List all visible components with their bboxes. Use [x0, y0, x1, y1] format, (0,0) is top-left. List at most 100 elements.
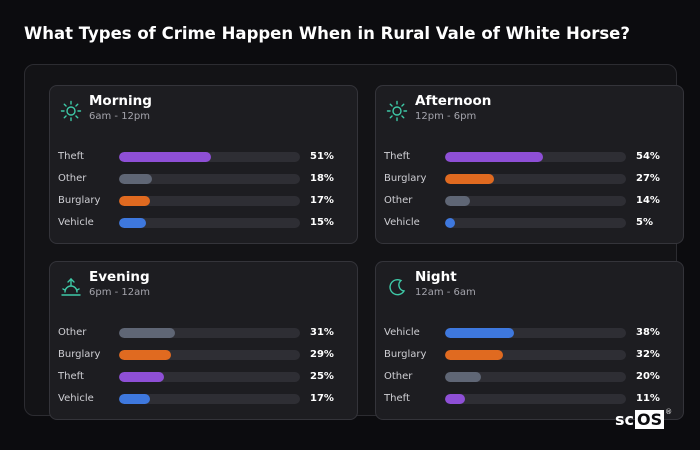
- bar-vehicle: [445, 218, 455, 228]
- bar-track: [119, 152, 300, 162]
- bar-row-evening-vehicle: Vehicle 17%: [50, 392, 359, 406]
- value-label: 54%: [636, 151, 660, 162]
- panel-evening: Evening 6pm - 12am Other 31% Burglary 29% Thef…: [49, 261, 358, 420]
- bar-track: [445, 152, 626, 162]
- panel-title-evening: Evening: [89, 269, 150, 285]
- bar-burglary: [119, 196, 150, 206]
- sun-icon: [386, 100, 408, 122]
- bar-row-evening-theft: Theft 25%: [50, 370, 359, 384]
- bar-other: [445, 372, 481, 382]
- bar-theft: [445, 152, 543, 162]
- value-label: 25%: [310, 371, 334, 382]
- value-label: 31%: [310, 327, 334, 338]
- category-label: Burglary: [384, 173, 427, 184]
- value-label: 11%: [636, 393, 660, 404]
- bar-row-afternoon-theft: Theft 54%: [376, 150, 685, 164]
- value-label: 5%: [636, 217, 653, 228]
- bar-track: [119, 174, 300, 184]
- bar-track: [119, 196, 300, 206]
- bar-track: [445, 218, 626, 228]
- category-label: Burglary: [58, 349, 101, 360]
- category-label: Theft: [384, 151, 410, 162]
- bar-row-morning-other: Other 18%: [50, 172, 359, 186]
- bar-row-night-theft: Theft 11%: [376, 392, 685, 406]
- brand-logo: sc OS ®: [615, 408, 672, 430]
- value-label: 32%: [636, 349, 660, 360]
- bar-theft: [445, 394, 465, 404]
- bar-track: [445, 394, 626, 404]
- panel-afternoon: Afternoon 12pm - 6pm Theft 54% Burglary 27% Ot…: [375, 85, 684, 244]
- bar-track: [119, 372, 300, 382]
- category-label: Burglary: [58, 195, 101, 206]
- category-label: Vehicle: [58, 393, 94, 404]
- panel-morning: Morning 6am - 12pm Theft 51% Other 18% Burglar…: [49, 85, 358, 244]
- bar-track: [445, 328, 626, 338]
- panel-title-night: Night: [415, 269, 457, 285]
- panel-title-afternoon: Afternoon: [415, 93, 492, 109]
- logo-registered-mark: ®: [665, 408, 673, 416]
- category-label: Theft: [58, 151, 84, 162]
- panel-night: Night 12am - 6am Vehicle 38% Burglary 32% Othe…: [375, 261, 684, 420]
- value-label: 15%: [310, 217, 334, 228]
- panel-subtitle-night: 12am - 6am: [415, 287, 476, 298]
- value-label: 29%: [310, 349, 334, 360]
- category-label: Theft: [58, 371, 84, 382]
- bar-row-afternoon-burglary: Burglary 27%: [376, 172, 685, 186]
- bar-track: [119, 394, 300, 404]
- bar-track: [119, 218, 300, 228]
- value-label: 17%: [310, 393, 334, 404]
- category-label: Other: [384, 195, 413, 206]
- category-label: Vehicle: [384, 217, 420, 228]
- bar-row-afternoon-vehicle: Vehicle 5%: [376, 216, 685, 230]
- moon-icon: [386, 276, 408, 298]
- category-label: Vehicle: [384, 327, 420, 338]
- bar-track: [445, 196, 626, 206]
- panel-subtitle-morning: 6am - 12pm: [89, 111, 151, 122]
- value-label: 14%: [636, 195, 660, 206]
- bar-other: [119, 174, 152, 184]
- panel-title-morning: Morning: [89, 93, 152, 109]
- bar-theft: [119, 372, 164, 382]
- bar-track: [445, 174, 626, 184]
- value-label: 20%: [636, 371, 660, 382]
- sun-icon: [60, 100, 82, 122]
- bar-other: [119, 328, 175, 338]
- category-label: Other: [58, 173, 87, 184]
- bar-row-evening-other: Other 31%: [50, 326, 359, 340]
- bar-vehicle: [119, 394, 150, 404]
- category-label: Other: [58, 327, 87, 338]
- bar-row-morning-burglary: Burglary 17%: [50, 194, 359, 208]
- bar-row-morning-vehicle: Vehicle 15%: [50, 216, 359, 230]
- bar-track: [445, 372, 626, 382]
- bar-row-night-vehicle: Vehicle 38%: [376, 326, 685, 340]
- bar-burglary: [119, 350, 171, 360]
- panel-subtitle-evening: 6pm - 12am: [89, 287, 151, 298]
- logo-text-os: OS: [635, 409, 665, 429]
- bar-row-morning-theft: Theft 51%: [50, 150, 359, 164]
- bar-burglary: [445, 350, 503, 360]
- logo-text-sc: sc: [615, 409, 635, 429]
- sunset-icon: [60, 276, 82, 298]
- page-title: What Types of Crime Happen When in Rural…: [24, 24, 630, 43]
- value-label: 18%: [310, 173, 334, 184]
- bar-burglary: [445, 174, 494, 184]
- category-label: Vehicle: [58, 217, 94, 228]
- category-label: Other: [384, 371, 413, 382]
- bar-row-evening-burglary: Burglary 29%: [50, 348, 359, 362]
- bar-track: [119, 328, 300, 338]
- panel-subtitle-afternoon: 12pm - 6pm: [415, 111, 477, 122]
- category-label: Burglary: [384, 349, 427, 360]
- bar-row-night-other: Other 20%: [376, 370, 685, 384]
- value-label: 27%: [636, 173, 660, 184]
- bar-vehicle: [445, 328, 514, 338]
- value-label: 17%: [310, 195, 334, 206]
- bar-other: [445, 196, 470, 206]
- bar-theft: [119, 152, 211, 162]
- value-label: 38%: [636, 327, 660, 338]
- value-label: 51%: [310, 151, 334, 162]
- bar-row-night-burglary: Burglary 32%: [376, 348, 685, 362]
- bar-row-afternoon-other: Other 14%: [376, 194, 685, 208]
- bar-vehicle: [119, 218, 146, 228]
- bar-track: [445, 350, 626, 360]
- category-label: Theft: [384, 393, 410, 404]
